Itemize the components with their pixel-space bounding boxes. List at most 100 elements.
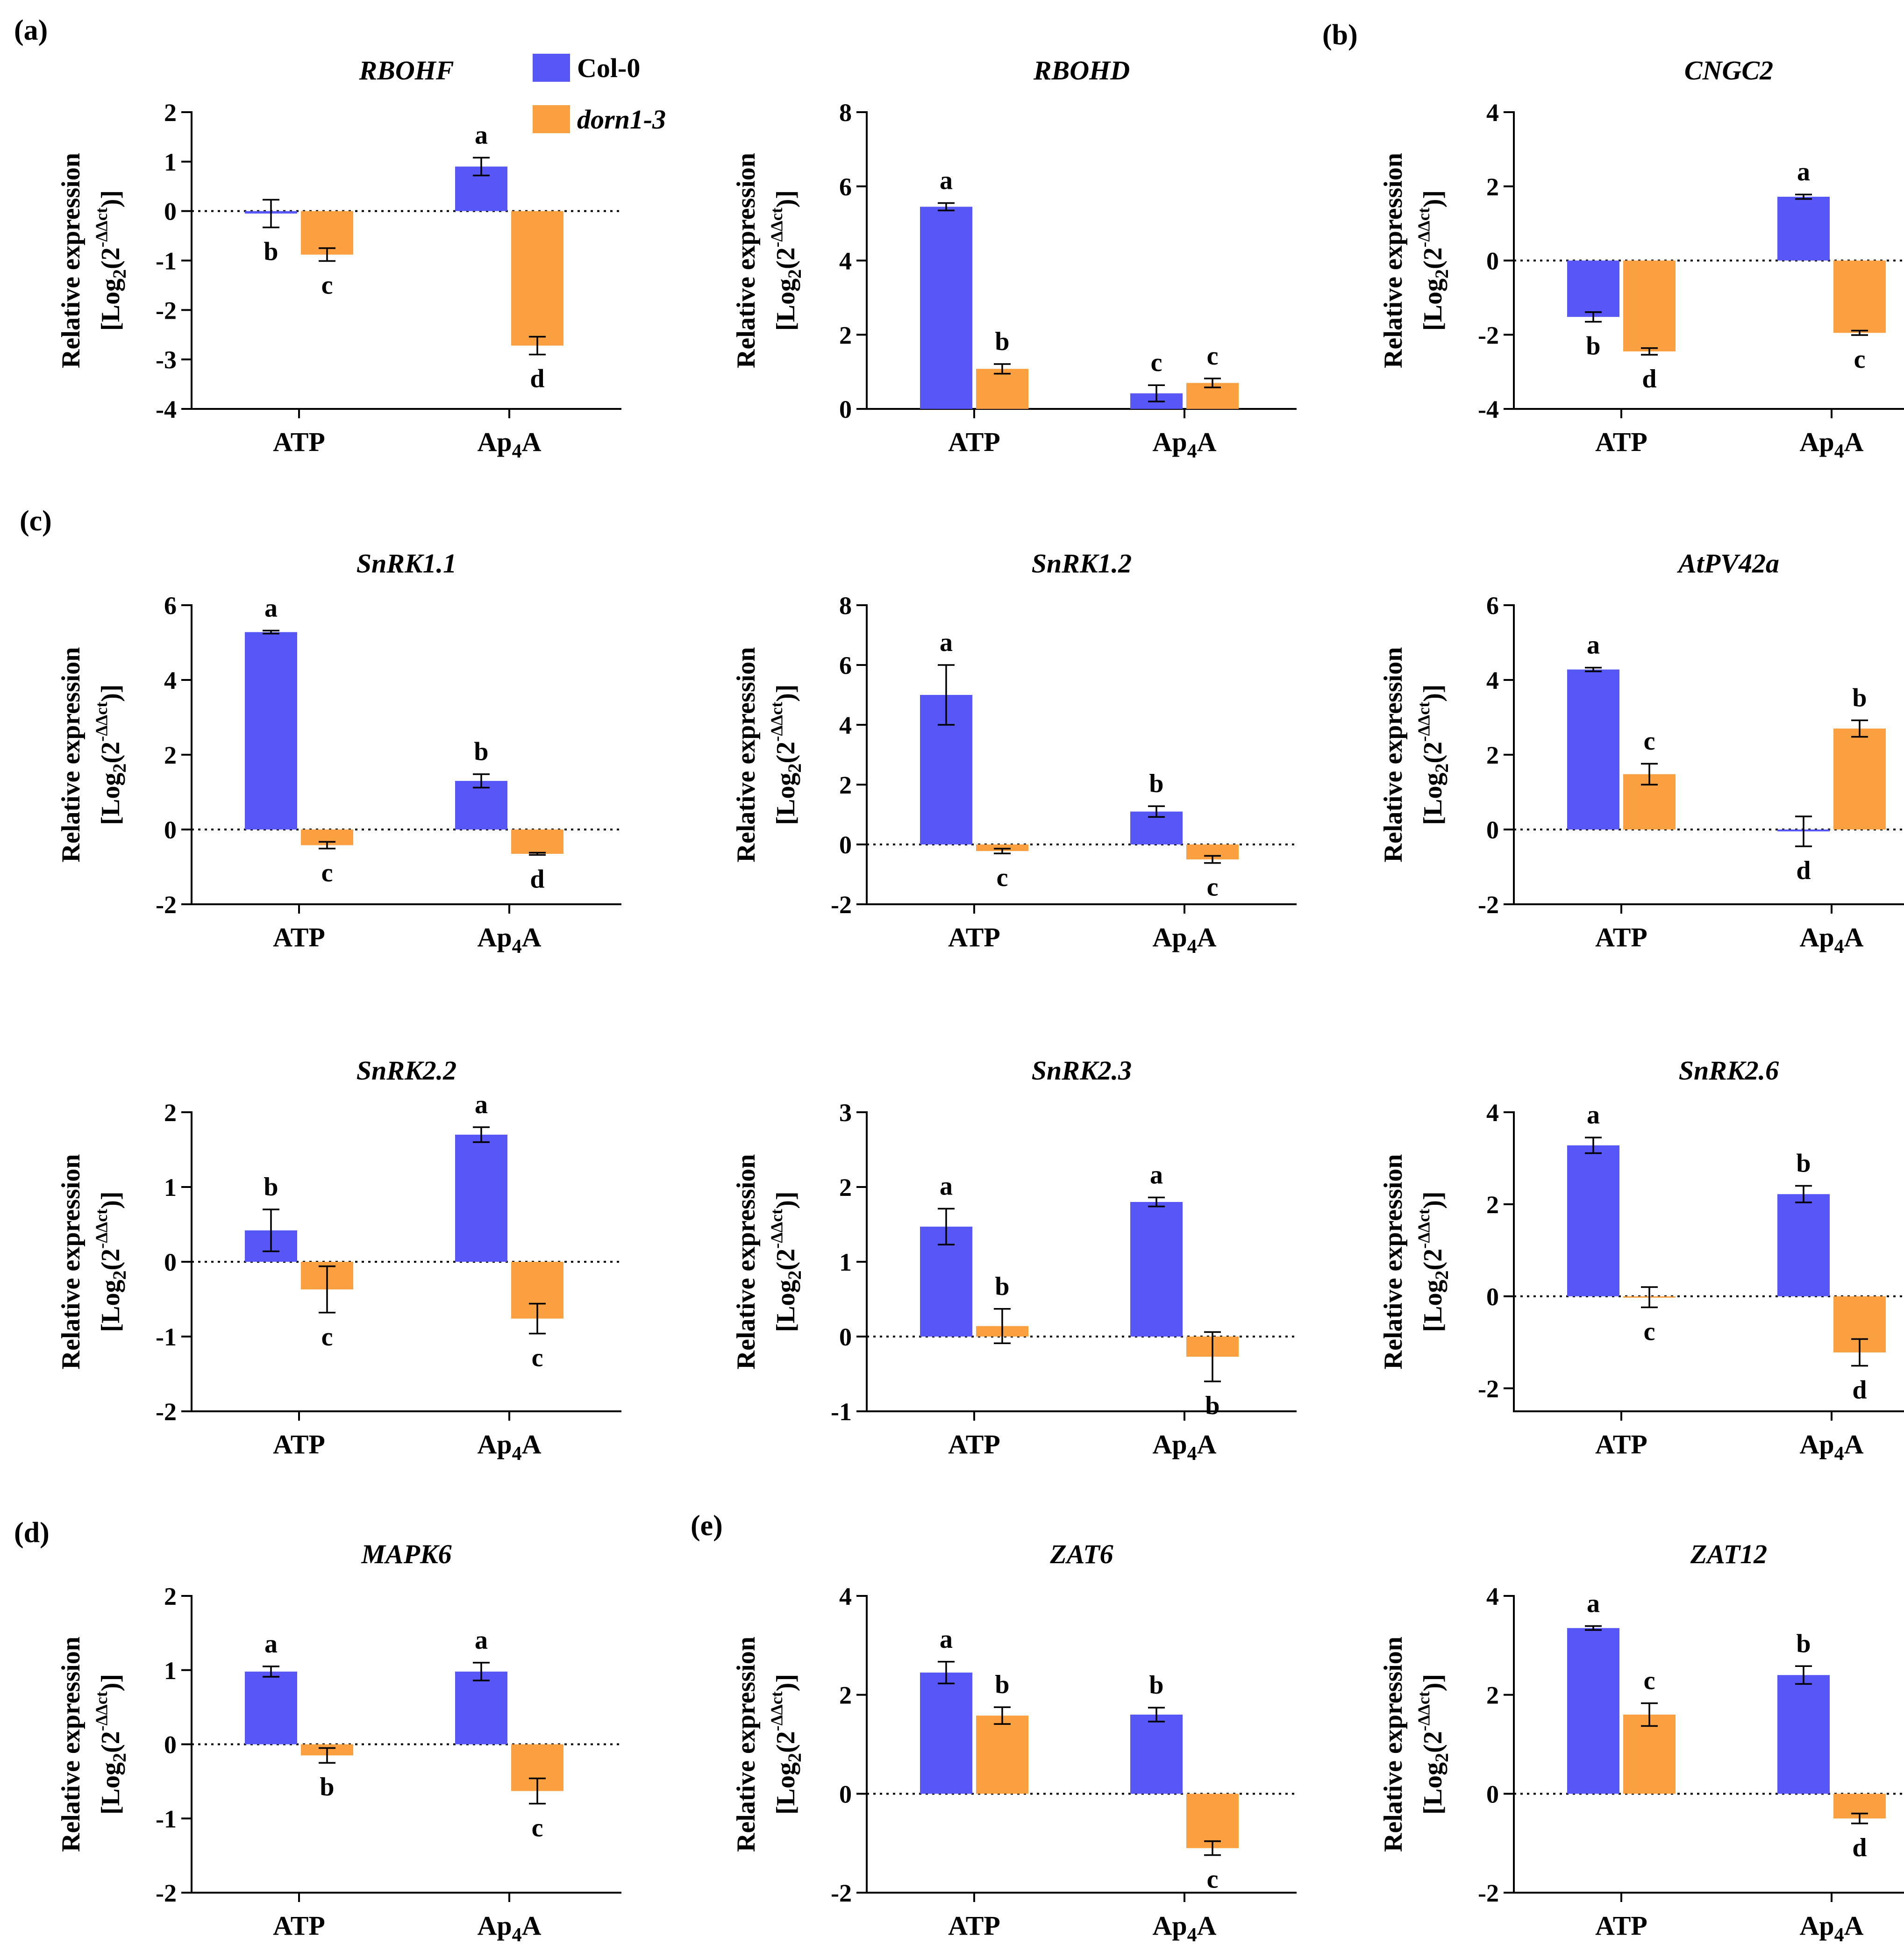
y-axis-label-part: )] bbox=[96, 1191, 125, 1208]
chart-title: ZAT6 bbox=[1049, 1539, 1113, 1569]
significance-letter: c bbox=[321, 271, 333, 300]
bar-dorn1-3-atp bbox=[1623, 1715, 1676, 1794]
significance-letter: b bbox=[320, 1773, 334, 1802]
significance-letter: d bbox=[1852, 1833, 1867, 1862]
y-tick-label: 0 bbox=[164, 816, 177, 844]
x-tick-label-part: A bbox=[1844, 922, 1864, 952]
x-tick-label-part: Ap bbox=[1799, 1429, 1834, 1459]
y-axis-label-part: [Log bbox=[1419, 1762, 1448, 1815]
chart-cngc2: Relative expression [Log2(2-ΔΔct)]CNGC242… bbox=[1379, 55, 1904, 462]
y-axis-label-part: )] bbox=[771, 1191, 800, 1208]
significance-letter: b bbox=[995, 1272, 1009, 1301]
y-axis-label-part: -ΔΔct bbox=[1414, 1209, 1433, 1249]
x-tick-label: ATP bbox=[273, 922, 325, 952]
y-axis-label-part: 2 bbox=[1431, 1271, 1452, 1280]
y-tick-label: 4 bbox=[1486, 666, 1499, 694]
y-tick-label: -2 bbox=[156, 891, 177, 919]
y-tick-label: 2 bbox=[1486, 1191, 1499, 1219]
x-tick-label-sub: 4 bbox=[1187, 936, 1197, 958]
y-axis-label-part: -ΔΔct bbox=[92, 1691, 111, 1731]
y-axis-label-part: -ΔΔct bbox=[767, 702, 786, 742]
chart-rbohf: Relative expression [Log2(2-ΔΔct)]RBOHF21… bbox=[57, 55, 621, 462]
y-tick-label: 2 bbox=[839, 1173, 852, 1201]
legend-label: dorn1-3 bbox=[577, 104, 666, 135]
y-tick-label: 0 bbox=[839, 831, 852, 859]
chart-title: CNGC2 bbox=[1684, 55, 1773, 86]
significance-letter: b bbox=[1796, 1629, 1811, 1658]
bar-col-0-ap4a bbox=[1777, 1194, 1830, 1296]
bar-col-0-ap4a bbox=[455, 1671, 507, 1745]
chart-snrk2-3: Relative expression [Log2(2-ΔΔct)]SnRK2.3… bbox=[732, 1055, 1297, 1465]
y-axis-label-part: [Log bbox=[771, 773, 800, 825]
y-axis-label-part: [Log bbox=[1419, 773, 1448, 825]
significance-letter: c bbox=[997, 863, 1008, 892]
significance-letter: a bbox=[475, 121, 488, 150]
y-axis-label: Relative expression bbox=[57, 1154, 86, 1370]
y-tick-label: 4 bbox=[839, 1582, 852, 1610]
y-tick-label: 2 bbox=[1486, 173, 1499, 201]
significance-letter: b bbox=[1205, 1391, 1219, 1420]
y-tick-label: 0 bbox=[1486, 247, 1499, 275]
x-tick-label-part: Ap bbox=[1152, 1910, 1187, 1941]
significance-letter: b bbox=[995, 1670, 1009, 1699]
y-axis-label-part: )] bbox=[96, 190, 125, 207]
significance-letter: c bbox=[532, 1814, 543, 1843]
y-tick-label: 2 bbox=[1486, 741, 1499, 769]
y-axis-label-part: [Log bbox=[96, 1280, 125, 1332]
y-axis-label-part: 2 bbox=[109, 1271, 130, 1280]
y-axis-label-part: [Log bbox=[771, 1280, 800, 1332]
y-axis-label-part: )] bbox=[771, 684, 800, 701]
x-tick-label-sub: 4 bbox=[1187, 1443, 1197, 1465]
bar-dorn1-3-ap4a bbox=[1833, 729, 1886, 829]
chart-title: AtPV42a bbox=[1677, 548, 1779, 579]
y-tick-label: -1 bbox=[156, 1805, 177, 1833]
y-axis-label-part: -ΔΔct bbox=[767, 1209, 786, 1249]
y-axis-label-units: [Log2(2-ΔΔct)] bbox=[767, 1191, 805, 1332]
bar-col-0-atp bbox=[1567, 260, 1619, 317]
x-tick-label-part: A bbox=[522, 1910, 542, 1941]
significance-letter: a bbox=[1587, 1101, 1600, 1130]
x-tick-label: Ap4A bbox=[477, 1910, 541, 1945]
x-tick-label-part: A bbox=[1844, 1910, 1864, 1941]
panel-label-a: (a) bbox=[14, 14, 48, 46]
x-tick-label: ATP bbox=[948, 922, 1000, 952]
y-tick-label: -2 bbox=[831, 891, 852, 919]
chart-title: SnRK1.1 bbox=[357, 548, 456, 579]
y-axis-label-part: [Log bbox=[771, 1762, 800, 1815]
chart-title: ZAT12 bbox=[1690, 1539, 1767, 1569]
x-tick-label-part: A bbox=[1844, 1429, 1864, 1459]
chart-title: SnRK2.6 bbox=[1679, 1055, 1779, 1086]
y-tick-label: -2 bbox=[1478, 1879, 1499, 1907]
y-tick-label: -2 bbox=[1478, 1375, 1499, 1403]
significance-letter: c bbox=[532, 1344, 543, 1373]
y-tick-label: 1 bbox=[164, 148, 177, 176]
chart-snrk1-2: Relative expression [Log2(2-ΔΔct)]SnRK1.2… bbox=[732, 548, 1297, 958]
y-tick-label: 0 bbox=[164, 1248, 177, 1276]
x-tick-label-sub: 4 bbox=[512, 441, 522, 462]
x-tick-label-part: A bbox=[522, 922, 542, 952]
y-axis-label-part: -ΔΔct bbox=[1414, 702, 1433, 742]
y-axis-label: Relative expression bbox=[1379, 1154, 1408, 1370]
y-tick-label: -4 bbox=[1478, 395, 1499, 423]
y-axis-label-units: [Log2(2-ΔΔct)] bbox=[1414, 684, 1452, 825]
y-tick-label: -2 bbox=[1478, 321, 1499, 349]
y-tick-label: 2 bbox=[164, 1582, 177, 1610]
y-axis-label: Relative expression bbox=[732, 1637, 761, 1852]
bar-col-0-ap4a bbox=[1777, 1675, 1830, 1794]
bar-dorn1-3-atp bbox=[301, 211, 353, 255]
legend: Col-0 dorn1-3 bbox=[533, 53, 666, 135]
y-tick-label: 4 bbox=[839, 711, 852, 739]
x-tick-label-part: Ap bbox=[1799, 922, 1834, 952]
y-axis-label-part: 2 bbox=[784, 1271, 805, 1280]
y-axis-label: Relative expression bbox=[732, 153, 761, 368]
y-tick-label: 0 bbox=[839, 1780, 852, 1808]
y-tick-label: 0 bbox=[1486, 1780, 1499, 1808]
significance-letter: d bbox=[530, 365, 544, 393]
y-axis-label-units: [Log2(2-ΔΔct)] bbox=[92, 1674, 130, 1815]
x-tick-label-part: A bbox=[1197, 1910, 1217, 1941]
x-tick-label: ATP bbox=[1595, 922, 1647, 952]
x-tick-label: Ap4A bbox=[1152, 1910, 1216, 1945]
bar-dorn1-3-ap4a bbox=[511, 211, 563, 346]
y-axis-label-part: 2 bbox=[109, 1753, 130, 1762]
x-tick-label-part: Ap bbox=[1799, 427, 1834, 457]
